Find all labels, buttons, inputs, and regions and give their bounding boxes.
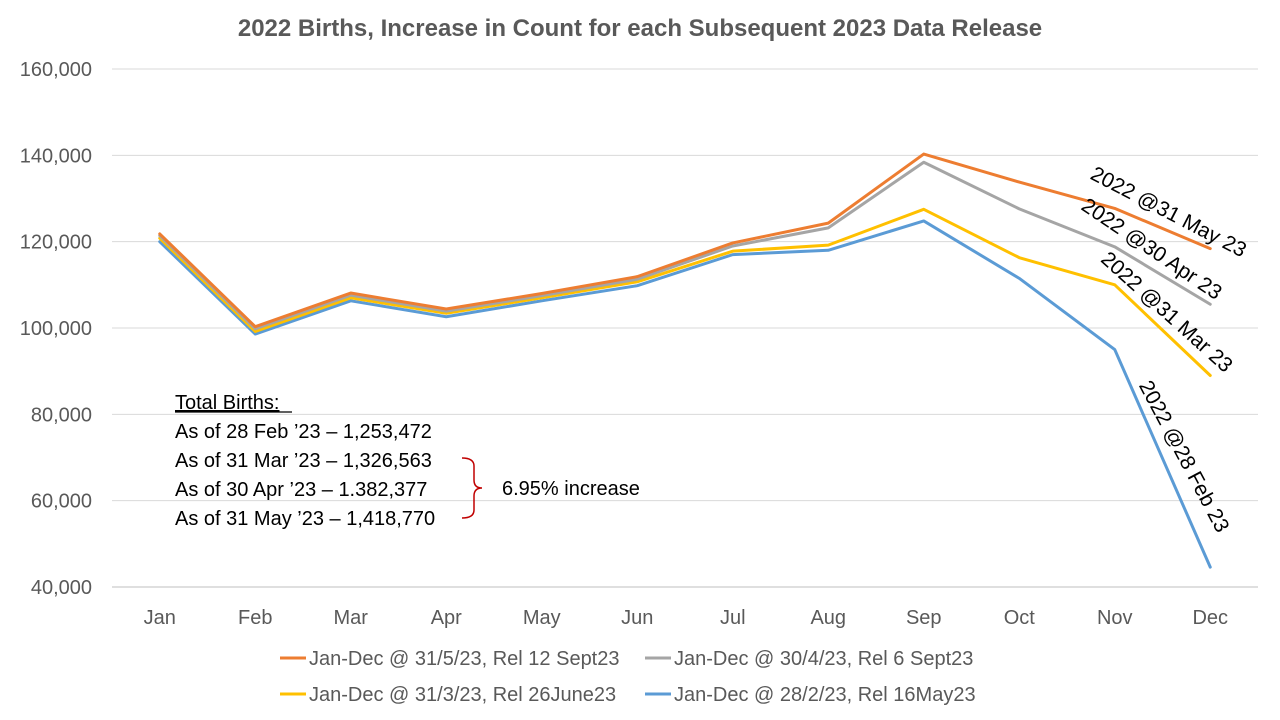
x-tick-label: Jan	[144, 607, 176, 629]
gridlines	[112, 68, 1258, 588]
note-line-apr: As of 30 Apr ’23 – 1.382,377	[175, 479, 427, 501]
note-line-may: As of 31 May ’23 – 1,418,770	[175, 508, 435, 530]
x-tick-label: Jun	[621, 607, 653, 629]
series-line	[158, 160, 1212, 331]
series-callout: 2022 @28 Feb 23	[1134, 377, 1233, 537]
y-tick-label: 140,000	[20, 145, 92, 167]
increase-bracket	[461, 457, 483, 519]
x-tick-label: Sep	[906, 607, 942, 629]
y-tick-label: 160,000	[20, 59, 92, 81]
series-line	[158, 219, 1212, 569]
x-tick-label: Mar	[334, 607, 369, 629]
total-births-note: Total Births: As of 28 Feb ’23 – 1,253,4…	[175, 392, 640, 530]
y-tick-label: 40,000	[31, 577, 92, 599]
chart-title: 2022 Births, Increase in Count for each …	[238, 15, 1042, 42]
y-axis: 40,000 60,000 80,000 100,000 120,000 140,000 1…	[20, 59, 92, 599]
increase-label: 6.95% increase	[502, 478, 640, 500]
series-lines	[158, 152, 1212, 569]
legend: Jan-Dec @ 31/5/23, Rel 12 Sept23 Jan-Dec …	[280, 648, 976, 706]
note-line-mar: As of 31 Mar ’23 – 1,326,563	[175, 450, 432, 472]
x-tick-label: May	[523, 607, 561, 629]
x-tick-label: Oct	[1004, 607, 1036, 629]
y-tick-label: 80,000	[31, 404, 92, 426]
y-tick-label: 60,000	[31, 491, 92, 513]
x-tick-label: Jul	[720, 607, 746, 629]
x-axis: Jan Feb Mar Apr May Jun Jul Aug Sep Oct Nov Dec	[144, 607, 1228, 629]
y-tick-label: 100,000	[20, 318, 92, 340]
x-tick-label: Feb	[238, 607, 272, 629]
legend-label: Jan-Dec @ 31/3/23, Rel 26June23	[309, 684, 616, 706]
x-tick-label: Apr	[431, 607, 462, 629]
legend-label: Jan-Dec @ 30/4/23, Rel 6 Sept23	[674, 648, 973, 670]
x-tick-label: Dec	[1192, 607, 1228, 629]
series-line	[158, 152, 1212, 329]
legend-label: Jan-Dec @ 28/2/23, Rel 16May23	[674, 684, 976, 706]
y-tick-label: 120,000	[20, 232, 92, 254]
note-heading: Total Births:	[175, 392, 279, 414]
note-line-feb: As of 28 Feb ’23 – 1,253,472	[175, 421, 432, 443]
x-tick-label: Nov	[1097, 607, 1133, 629]
series-line	[158, 207, 1212, 377]
x-tick-label: Aug	[810, 607, 846, 629]
legend-label: Jan-Dec @ 31/5/23, Rel 12 Sept23	[309, 648, 620, 670]
